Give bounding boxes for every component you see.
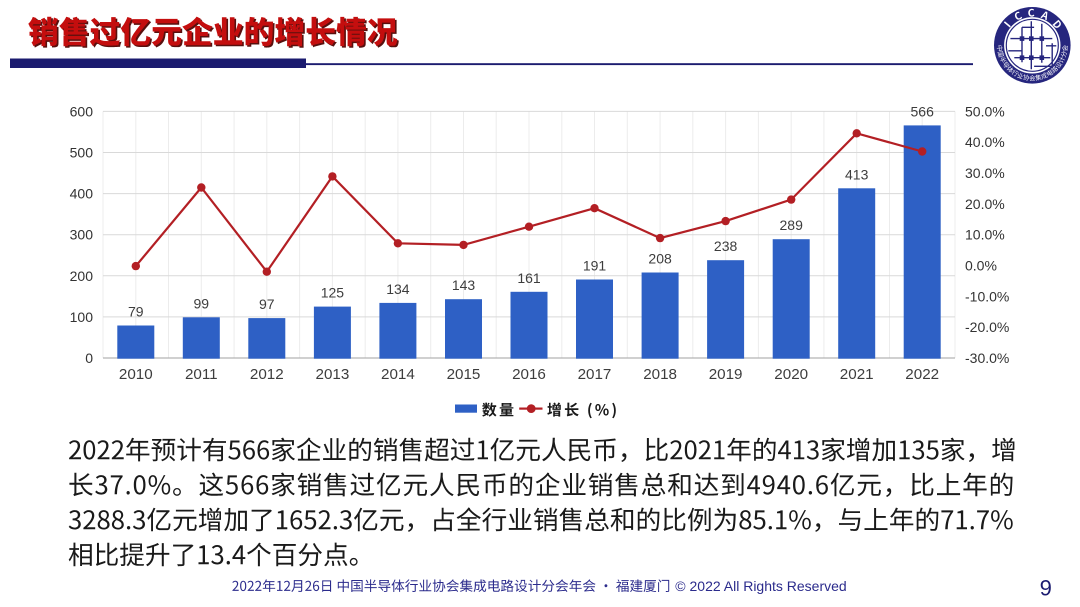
svg-text:0: 0: [85, 350, 93, 366]
svg-text:40.0%: 40.0%: [965, 134, 1005, 150]
svg-text:2012: 2012: [250, 366, 284, 383]
svg-text:2010: 2010: [119, 366, 153, 383]
svg-text:161: 161: [517, 270, 541, 286]
svg-text:289: 289: [780, 217, 804, 233]
svg-text:300: 300: [70, 227, 94, 243]
svg-text:0.0%: 0.0%: [965, 258, 997, 274]
svg-text:79: 79: [128, 304, 144, 320]
svg-text:30.0%: 30.0%: [965, 165, 1005, 181]
svg-text:50.0%: 50.0%: [965, 103, 1005, 119]
svg-text:2016: 2016: [512, 366, 546, 383]
svg-text:2011: 2011: [185, 366, 218, 383]
svg-text:2021: 2021: [840, 366, 874, 383]
svg-text:-10.0%: -10.0%: [965, 288, 1009, 304]
svg-text:134: 134: [386, 281, 410, 297]
svg-text:20.0%: 20.0%: [965, 196, 1005, 212]
svg-text:2022: 2022: [905, 366, 939, 383]
svg-text:566: 566: [911, 103, 935, 119]
svg-text:2018: 2018: [643, 366, 677, 383]
svg-text:208: 208: [648, 251, 672, 267]
svg-text:-30.0%: -30.0%: [965, 350, 1009, 366]
svg-text:-20.0%: -20.0%: [965, 319, 1009, 335]
svg-text:200: 200: [70, 268, 94, 284]
svg-text:500: 500: [70, 145, 94, 161]
svg-text:99: 99: [194, 295, 210, 311]
svg-text:2020: 2020: [774, 366, 808, 383]
svg-text:97: 97: [259, 296, 275, 312]
svg-text:400: 400: [70, 186, 94, 202]
svg-text:© 2022 All Rights Reserved: © 2022 All Rights Reserved: [675, 578, 846, 594]
svg-text:143: 143: [452, 277, 476, 293]
svg-text:2015: 2015: [447, 366, 481, 383]
svg-text:191: 191: [583, 258, 607, 274]
svg-text:2019: 2019: [709, 366, 743, 383]
svg-text:125: 125: [321, 285, 345, 301]
svg-text:100: 100: [70, 309, 94, 325]
svg-text:10.0%: 10.0%: [965, 227, 1005, 243]
svg-text:413: 413: [845, 166, 869, 182]
svg-text:238: 238: [714, 238, 738, 254]
svg-text:9: 9: [1040, 576, 1052, 601]
svg-text:2017: 2017: [578, 366, 612, 383]
svg-text:2014: 2014: [381, 366, 415, 383]
svg-text:2013: 2013: [316, 366, 350, 383]
svg-text:600: 600: [70, 103, 94, 119]
